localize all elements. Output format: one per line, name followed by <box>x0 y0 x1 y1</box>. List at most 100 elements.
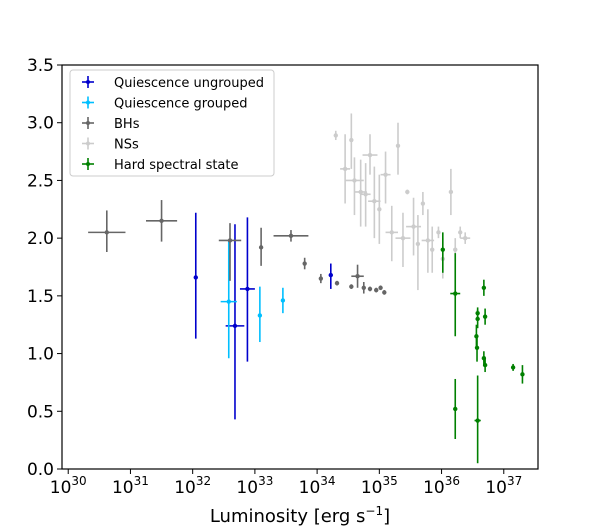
point-marker <box>458 230 463 235</box>
data-point <box>351 264 364 288</box>
data-point <box>474 336 480 362</box>
point-marker <box>474 345 480 350</box>
data-point <box>415 215 421 291</box>
point-marker <box>430 247 435 252</box>
point-marker <box>334 280 340 286</box>
legend-item: Hard spectral state <box>82 158 239 173</box>
point-marker <box>436 230 441 235</box>
point-marker <box>378 285 383 290</box>
data-point <box>460 232 471 244</box>
point-marker <box>411 224 416 229</box>
data-point <box>430 226 435 273</box>
point-marker <box>453 291 458 296</box>
point-marker <box>453 406 458 412</box>
data-point <box>440 232 445 273</box>
data-point <box>334 280 340 286</box>
data-point <box>368 166 381 239</box>
point-marker <box>405 189 410 195</box>
y-tick-label: 0.5 <box>27 402 54 422</box>
data-point <box>349 113 354 169</box>
legend-label: Quiescence grouped <box>114 97 248 112</box>
data-point <box>420 191 426 216</box>
data-point <box>349 284 354 289</box>
data-point <box>257 286 263 343</box>
legend-marker-dot <box>86 121 90 125</box>
point-marker <box>358 189 363 195</box>
point-marker <box>355 274 360 279</box>
point-marker <box>400 235 406 241</box>
legend-item: Quiescence ungrouped <box>82 76 264 91</box>
point-marker <box>349 137 354 143</box>
data-point <box>302 257 307 270</box>
point-marker <box>280 298 286 303</box>
point-marker <box>475 418 480 423</box>
x-tick-label: 1035 <box>361 474 398 498</box>
data-point <box>340 134 351 204</box>
y-axis: 0.0 0.5 1.0 1.5 2.0 2.5 3.0 3.5 <box>27 56 62 480</box>
point-marker <box>520 372 525 377</box>
legend-label: Hard spectral state <box>114 158 239 173</box>
point-marker <box>302 261 307 266</box>
point-marker <box>349 284 354 289</box>
x-tick-label: 1031 <box>112 474 149 498</box>
data-point <box>239 217 255 362</box>
x-axis-title: Luminosity [erg s−1] <box>210 504 390 527</box>
point-marker <box>367 286 373 292</box>
y-tick-label: 1.0 <box>27 345 54 365</box>
data-point <box>378 285 383 291</box>
data-point <box>146 200 178 242</box>
point-marker <box>227 238 233 243</box>
point-marker <box>395 143 401 148</box>
x-tick-label: 1033 <box>236 474 273 498</box>
data-point <box>374 287 379 293</box>
legend-label: NSs <box>114 138 139 153</box>
y-tick-label: 0.0 <box>27 460 54 480</box>
data-point <box>220 240 237 359</box>
data-point <box>450 253 461 337</box>
point-marker <box>226 299 231 304</box>
data-point <box>367 286 373 292</box>
point-marker <box>104 230 110 235</box>
data-point <box>395 122 401 175</box>
x-tick-label: 1034 <box>299 474 336 498</box>
data-point <box>458 226 463 239</box>
legend-label: BHs <box>114 117 140 132</box>
point-marker <box>453 247 458 252</box>
data-points-layer <box>88 113 525 464</box>
data-point <box>482 358 488 373</box>
point-marker <box>482 314 488 319</box>
point-marker <box>440 247 445 252</box>
legend-marker-dot <box>86 141 90 146</box>
data-point <box>345 157 364 216</box>
data-point <box>520 365 525 384</box>
y-tick-label: 2.5 <box>27 171 54 191</box>
data-point <box>280 287 286 314</box>
point-marker <box>193 275 198 280</box>
data-point <box>448 168 454 216</box>
point-marker <box>425 238 431 243</box>
point-marker <box>374 287 379 293</box>
data-point <box>354 159 367 227</box>
data-point <box>510 363 516 371</box>
point-marker <box>415 241 421 247</box>
legend: Quiescence ungrouped Quiescence grouped BH… <box>69 69 275 177</box>
point-marker <box>333 133 338 138</box>
data-point <box>406 197 422 256</box>
point-marker <box>475 316 480 322</box>
data-point <box>385 205 398 262</box>
point-marker <box>367 152 373 158</box>
x-axis: 1030 1031 1032 1033 1034 1035 1036 1037 <box>50 469 522 498</box>
plot-frame <box>61 64 539 470</box>
data-point <box>328 263 333 289</box>
x-tick-label: 1036 <box>423 474 460 498</box>
y-tick-label: 3.5 <box>27 56 54 76</box>
legend-item: NSs <box>82 137 139 153</box>
data-point <box>405 189 410 195</box>
data-point <box>475 309 480 329</box>
point-marker <box>159 218 164 224</box>
data-point <box>482 308 488 325</box>
point-marker <box>363 192 368 197</box>
x-tick-label: 1032 <box>174 474 211 498</box>
point-marker <box>448 189 454 195</box>
